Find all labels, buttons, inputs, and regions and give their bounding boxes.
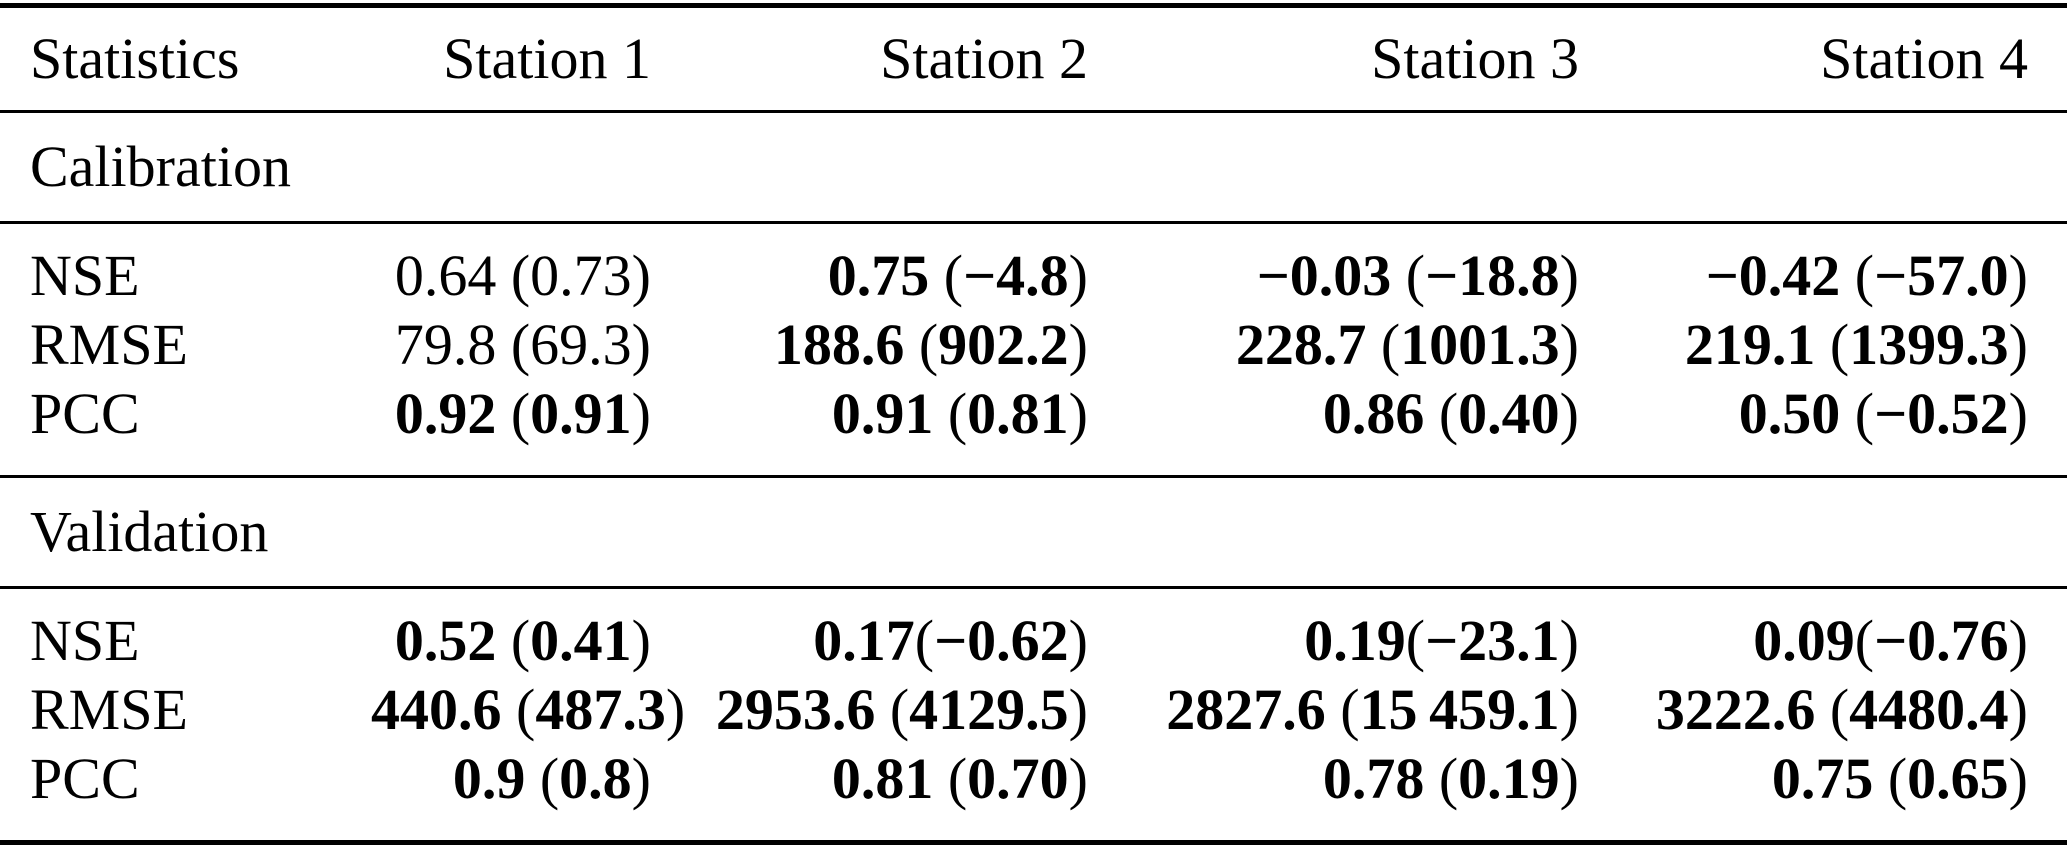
row-label-pcc: PCC xyxy=(30,380,140,446)
section-title-calibration: Calibration xyxy=(30,134,291,199)
section-validation-body: NSE 0.52 (0.41) 0.17(−0.62) 0.19(−23.1) … xyxy=(0,588,2067,843)
table-row: PCC 0.9 (0.8) 0.81 (0.70) 0.78 (0.19) 0.… xyxy=(0,744,2067,843)
section-title-validation: Validation xyxy=(30,499,269,564)
stat-value: 0.52 (0.41) xyxy=(394,607,651,673)
table-row: NSE 0.52 (0.41) 0.17(−0.62) 0.19(−23.1) … xyxy=(0,588,2067,676)
table-row: RMSE 440.6 (487.3) 2953.6 (4129.5) 2827.… xyxy=(0,675,2067,744)
stat-value: 0.75 (0.65) xyxy=(1771,745,2028,811)
row-label-nse: NSE xyxy=(30,242,140,308)
section-calibration-body: NSE 0.64 (0.73) 0.75 (−4.8) −0.03 (−18.8… xyxy=(0,223,2067,477)
stat-value: 0.19(−23.1) xyxy=(1304,607,1579,673)
stat-value: 0.75 (−4.8) xyxy=(827,242,1088,308)
table-header: Statistics Station 1 Station 2 Station 3… xyxy=(0,6,2067,112)
header-station-1: Station 1 xyxy=(443,26,651,91)
stat-value: −0.03 (−18.8) xyxy=(1256,242,1579,308)
section-title-row: Validation xyxy=(0,476,2067,588)
stat-value: 440.6 (487.3) xyxy=(371,676,686,742)
table-row: PCC 0.92 (0.91) 0.91 (0.81) 0.86 (0.40) … xyxy=(0,379,2067,477)
stat-value: 188.6 (902.2) xyxy=(773,311,1088,377)
row-label-nse: NSE xyxy=(30,607,140,673)
stat-value: 0.78 (0.19) xyxy=(1322,745,1579,811)
section-validation-header: Validation xyxy=(0,476,2067,588)
stat-value: 79.8 (69.3) xyxy=(394,311,651,377)
stat-value: 2953.6 (4129.5) xyxy=(715,676,1088,742)
stat-value: 0.09(−0.76) xyxy=(1753,607,2028,673)
table-row: NSE 0.64 (0.73) 0.75 (−4.8) −0.03 (−18.8… xyxy=(0,223,2067,311)
section-calibration-header: Calibration xyxy=(0,111,2067,223)
stat-value: 0.86 (0.40) xyxy=(1322,380,1579,446)
table-row: RMSE 79.8 (69.3) 188.6 (902.2) 228.7 (10… xyxy=(0,310,2067,379)
row-label-rmse: RMSE xyxy=(30,311,188,377)
stat-value: 0.91 (0.81) xyxy=(831,380,1088,446)
stat-value: 2827.6 (15 459.1) xyxy=(1166,676,1579,742)
row-label-rmse: RMSE xyxy=(30,676,188,742)
stat-value: 228.7 (1001.3) xyxy=(1235,311,1579,377)
stat-value: 0.64 (0.73) xyxy=(394,242,651,308)
stat-value: 0.17(−0.62) xyxy=(813,607,1088,673)
stat-value: 0.9 (0.8) xyxy=(452,745,651,811)
section-title-row: Calibration xyxy=(0,111,2067,223)
stat-value: 0.50 (−0.52) xyxy=(1738,380,2028,446)
stat-value: 3222.6 (4480.4) xyxy=(1655,676,2028,742)
row-label-pcc: PCC xyxy=(30,745,140,811)
stat-value: −0.42 (−57.0) xyxy=(1705,242,2028,308)
header-station-4: Station 4 xyxy=(1820,26,2028,91)
statistics-table: Statistics Station 1 Station 2 Station 3… xyxy=(0,3,2067,845)
stat-value: 0.92 (0.91) xyxy=(394,380,651,446)
header-row: Statistics Station 1 Station 2 Station 3… xyxy=(0,6,2067,112)
header-station-3: Station 3 xyxy=(1371,26,1579,91)
header-statistics: Statistics xyxy=(30,26,240,91)
stat-value: 0.81 (0.70) xyxy=(831,745,1088,811)
stat-value: 219.1 (1399.3) xyxy=(1684,311,2028,377)
header-station-2: Station 2 xyxy=(880,26,1088,91)
